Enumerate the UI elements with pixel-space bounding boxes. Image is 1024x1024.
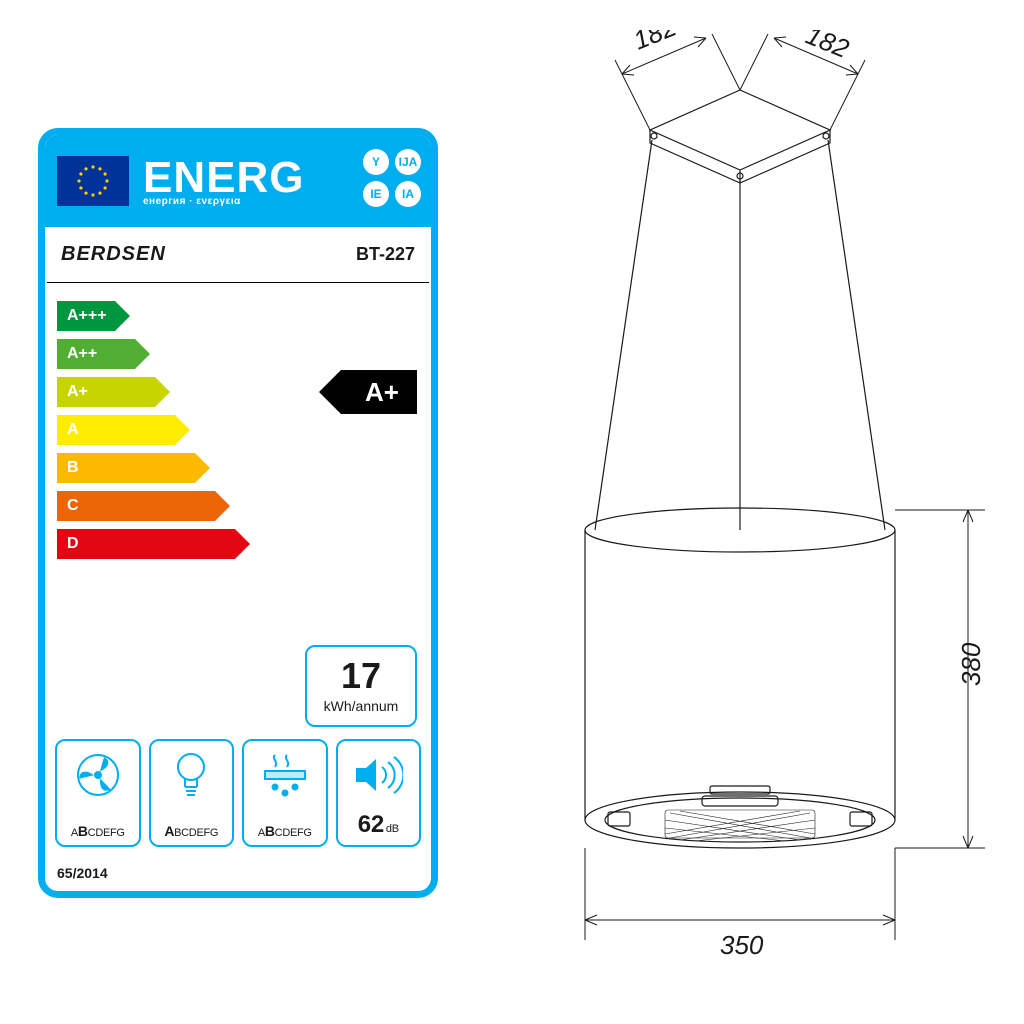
scale-arrow: A+ bbox=[57, 377, 155, 407]
suffix-cell: IE bbox=[363, 181, 389, 207]
scale-arrow: A bbox=[57, 415, 175, 445]
technical-drawing: 182 182 350 380 bbox=[480, 30, 1000, 990]
speaker-icon bbox=[353, 749, 403, 801]
dim-body-width: 350 bbox=[720, 930, 764, 960]
perf-light-scale: ABCDEFG bbox=[164, 823, 218, 839]
dim-mount-right: 182 bbox=[802, 30, 854, 64]
scale-arrow: A+++ bbox=[57, 301, 115, 331]
suffix-cell: IA bbox=[395, 181, 421, 207]
fan-icon bbox=[75, 749, 121, 801]
scale-row: C bbox=[57, 491, 215, 521]
grease-filter-icon bbox=[262, 749, 308, 801]
lightbulb-icon bbox=[171, 749, 211, 801]
brand-row: BERDSEN BT-227 bbox=[47, 227, 429, 283]
brand-name: BERDSEN bbox=[61, 243, 166, 266]
rating-value: A+ bbox=[365, 377, 399, 408]
scale-row: A+++ bbox=[57, 301, 115, 331]
scale-arrow: D bbox=[57, 529, 235, 559]
dim-body-height: 380 bbox=[956, 642, 986, 686]
perf-grease-scale: ABCDEFG bbox=[258, 823, 312, 839]
scale-row: A++ bbox=[57, 339, 135, 369]
kwh-box: 17 kWh/annum bbox=[305, 645, 417, 727]
energy-label: ENERG енергия · ενεργεια Y IJA IE IA BER… bbox=[38, 128, 438, 898]
suffix-cell: Y bbox=[363, 149, 389, 175]
perf-noise: 62dB bbox=[336, 739, 422, 847]
kwh-value: 17 bbox=[341, 658, 381, 694]
perf-fan: ABCDEFG bbox=[55, 739, 141, 847]
efficiency-scale: A+ A+++ A++ A+ ABCD bbox=[47, 301, 431, 601]
scale-arrow: C bbox=[57, 491, 215, 521]
perf-fan-scale: ABCDEFG bbox=[71, 823, 125, 839]
rating-badge: A+ bbox=[341, 370, 417, 414]
energy-title-text: ENERG bbox=[143, 155, 304, 201]
energy-suffix-grid: Y IJA IE IA bbox=[363, 149, 421, 207]
performance-row: ABCDEFG ABCDEFG bbox=[55, 739, 421, 847]
regulation-number: 65/2014 bbox=[57, 865, 108, 881]
scale-row: A bbox=[57, 415, 175, 445]
scale-arrow: B bbox=[57, 453, 195, 483]
scale-row: A+ bbox=[57, 377, 155, 407]
kwh-unit: kWh/annum bbox=[324, 698, 399, 714]
perf-grease: ABCDEFG bbox=[242, 739, 328, 847]
scale-row: D bbox=[57, 529, 235, 559]
eu-flag-icon bbox=[57, 156, 129, 206]
perf-noise-value: 62dB bbox=[358, 811, 399, 839]
model-number: BT-227 bbox=[356, 244, 415, 265]
label-header: ENERG енергия · ενεργεια Y IJA IE IA bbox=[45, 135, 431, 227]
scale-row: B bbox=[57, 453, 195, 483]
scale-arrow: A++ bbox=[57, 339, 135, 369]
perf-light: ABCDEFG bbox=[149, 739, 235, 847]
energy-title: ENERG енергия · ενεργεια bbox=[143, 155, 304, 208]
suffix-cell: IJA bbox=[395, 149, 421, 175]
